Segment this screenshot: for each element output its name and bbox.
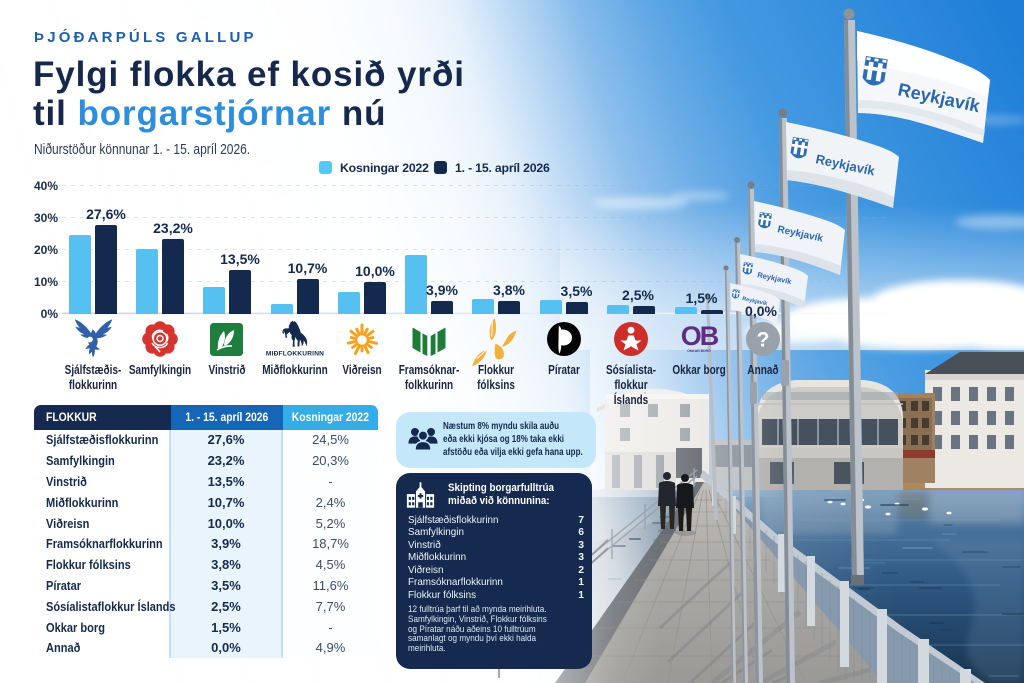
- svg-text:OB: OB: [680, 321, 718, 351]
- svg-text:MIÐFLOKKURINN: MIÐFLOKKURINN: [265, 351, 323, 358]
- svg-text:Reykjavík: Reykjavík: [742, 296, 769, 307]
- svg-text:?: ?: [757, 329, 770, 352]
- svg-text:OKKAR BORG: OKKAR BORG: [687, 349, 711, 353]
